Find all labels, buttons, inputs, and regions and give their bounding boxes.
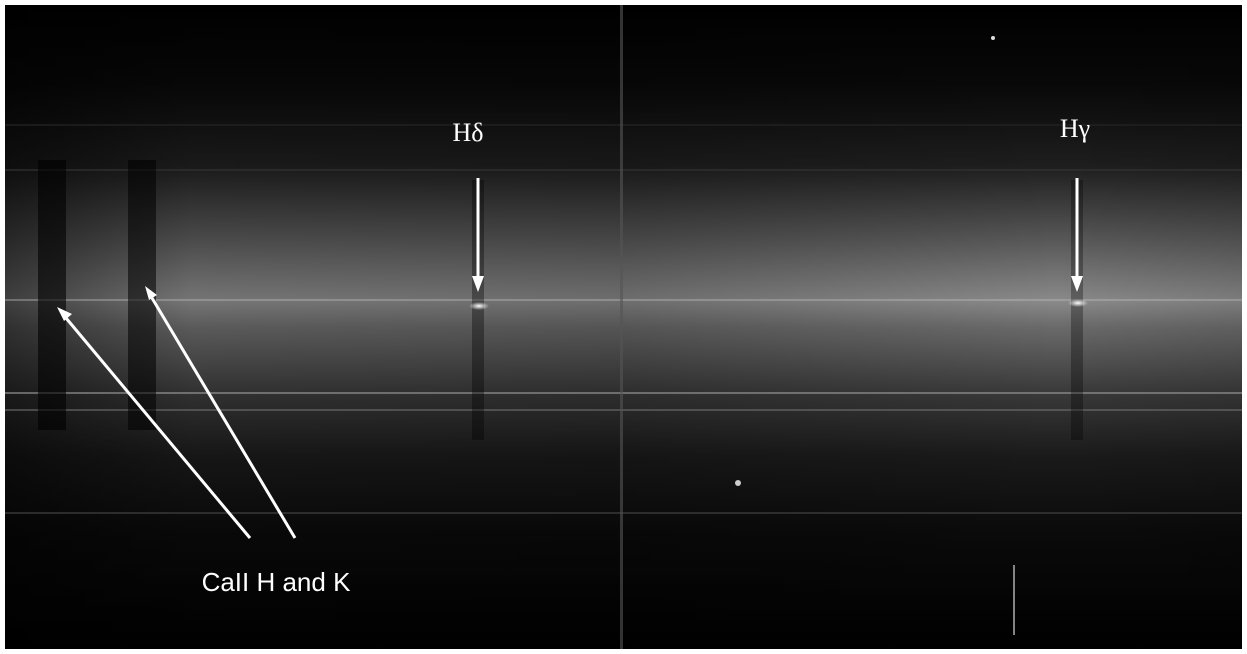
- emission-spots: [469, 36, 1088, 486]
- sky-lines: [5, 124, 1242, 514]
- h-delta-label: Hδ: [452, 118, 483, 147]
- ca-hk-label: CaII H and K: [202, 567, 352, 597]
- spectrum-shading: [5, 5, 1242, 649]
- h-gamma-label: Hγ: [1060, 114, 1090, 143]
- arrows: [57, 178, 1083, 539]
- absorption-lines: [38, 5, 1083, 649]
